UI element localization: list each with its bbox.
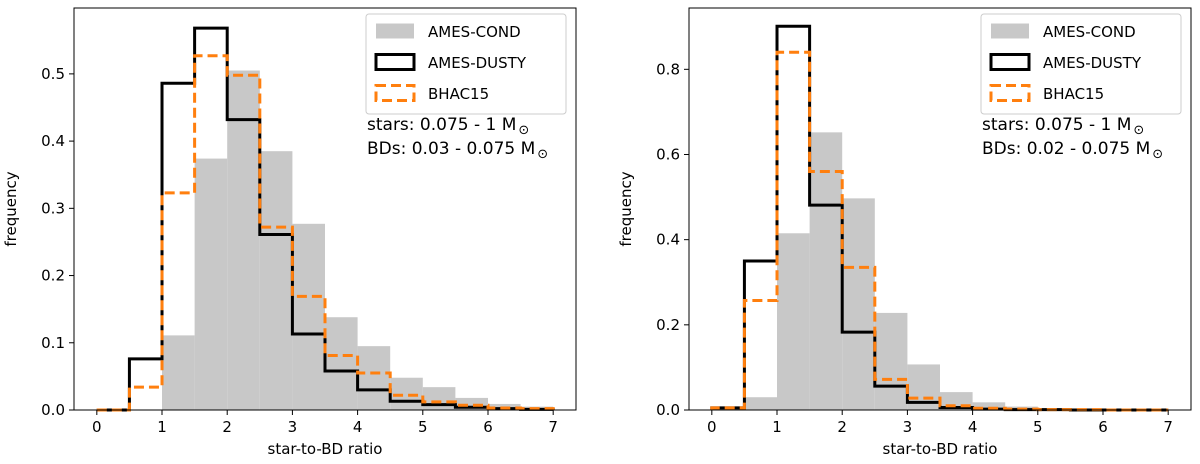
- legend-swatch: [374, 84, 416, 102]
- bar: [292, 223, 325, 410]
- series-bhac15-step: [96, 54, 555, 412]
- y-tick-label: 0.1: [41, 334, 65, 352]
- annotation: BDs: 0.02 - 0.075 M ⊙: [982, 139, 1163, 162]
- bar: [874, 312, 908, 410]
- legend: AMES-COND AMES-DUSTY BHAC15: [980, 13, 1182, 115]
- bar: [777, 233, 810, 410]
- x-axis-label: star-to-BD ratio: [883, 440, 998, 458]
- bar: [972, 402, 1006, 410]
- y-tick-label: 0.0: [656, 401, 680, 419]
- y-tick-label: 0.2: [41, 267, 65, 285]
- legend-label: AMES-COND: [1043, 23, 1136, 41]
- x-tick-label: 4: [968, 418, 978, 436]
- legend-swatch: [991, 23, 1029, 39]
- x-tick-label: 7: [548, 418, 558, 436]
- series-ames-cond: [744, 132, 1169, 410]
- bar: [809, 132, 843, 410]
- chart-panel-1: 0 1 2 3 4 5 6 7 0.0 0.1 0.2 0.3 0.4 0.5 star-to-BD rat…: [2, 7, 577, 458]
- y-tick-label: 0.6: [656, 145, 680, 163]
- legend-swatch: [376, 23, 414, 39]
- bar: [162, 335, 195, 410]
- legend-label: BHAC15: [1043, 85, 1104, 103]
- legend-label: AMES-DUSTY: [1043, 54, 1142, 72]
- bar: [842, 198, 875, 410]
- x-tick-label: 6: [1098, 418, 1108, 436]
- y-axis-label: frequency: [617, 171, 635, 246]
- bar: [744, 397, 778, 410]
- x-tick-label: 5: [1033, 418, 1043, 436]
- x-tick-label: 3: [903, 418, 913, 436]
- legend-frame: [365, 13, 567, 115]
- legend-swatch: [989, 53, 1031, 71]
- legend-label: BHAC15: [428, 85, 489, 103]
- bar: [422, 387, 456, 410]
- y-axis-label: frequency: [2, 171, 20, 246]
- plot-frame: [688, 7, 1192, 411]
- bar: [325, 317, 358, 410]
- y-tick-label: 0.8: [656, 60, 680, 78]
- x-tick-label: 5: [418, 418, 428, 436]
- legend-frame: [980, 13, 1182, 115]
- x-tick-label: 2: [222, 418, 232, 436]
- annotation: BDs: 0.03 - 0.075 M ⊙: [367, 139, 548, 162]
- y-tick-label: 0.0: [41, 401, 65, 419]
- plot-frame: [73, 7, 577, 411]
- legend-label: AMES-COND: [428, 23, 521, 41]
- x-tick-label: 6: [483, 418, 493, 436]
- x-tick-label: 1: [772, 418, 782, 436]
- series-bhac15-step: [710, 50, 1169, 412]
- chart-panel-2: 0 1 2 3 4 5 6 7 0.0 0.2 0.4 0.6 0.8 star-to-BD ratio f…: [617, 7, 1192, 458]
- legend: AMES-COND AMES-DUSTY BHAC15: [365, 13, 567, 115]
- y-tick-label: 0.3: [41, 199, 65, 217]
- x-tick-label: 0: [707, 418, 717, 436]
- x-tick-label: 7: [1163, 418, 1173, 436]
- legend-swatch: [989, 84, 1031, 102]
- bar: [227, 70, 260, 410]
- y-tick-label: 0.2: [656, 316, 680, 334]
- bar: [357, 346, 391, 410]
- annotation: stars: 0.075 - 1 M ⊙: [367, 115, 529, 138]
- x-tick-label: 2: [837, 418, 847, 436]
- x-tick-label: 4: [353, 418, 363, 436]
- x-tick-label: 3: [288, 418, 298, 436]
- y-tick-label: 0.4: [41, 132, 65, 150]
- y-tick-label: 0.4: [656, 231, 680, 249]
- legend-label: AMES-DUSTY: [428, 54, 527, 72]
- legend-swatch: [374, 53, 416, 71]
- x-tick-label: 1: [157, 418, 167, 436]
- bar: [259, 151, 293, 410]
- bar: [194, 158, 228, 410]
- x-tick-label: 0: [92, 418, 102, 436]
- annotation: stars: 0.075 - 1 M ⊙: [982, 115, 1144, 138]
- y-tick-label: 0.5: [41, 65, 65, 83]
- series-ames-cond: [162, 70, 554, 410]
- x-axis-label: star-to-BD ratio: [268, 440, 383, 458]
